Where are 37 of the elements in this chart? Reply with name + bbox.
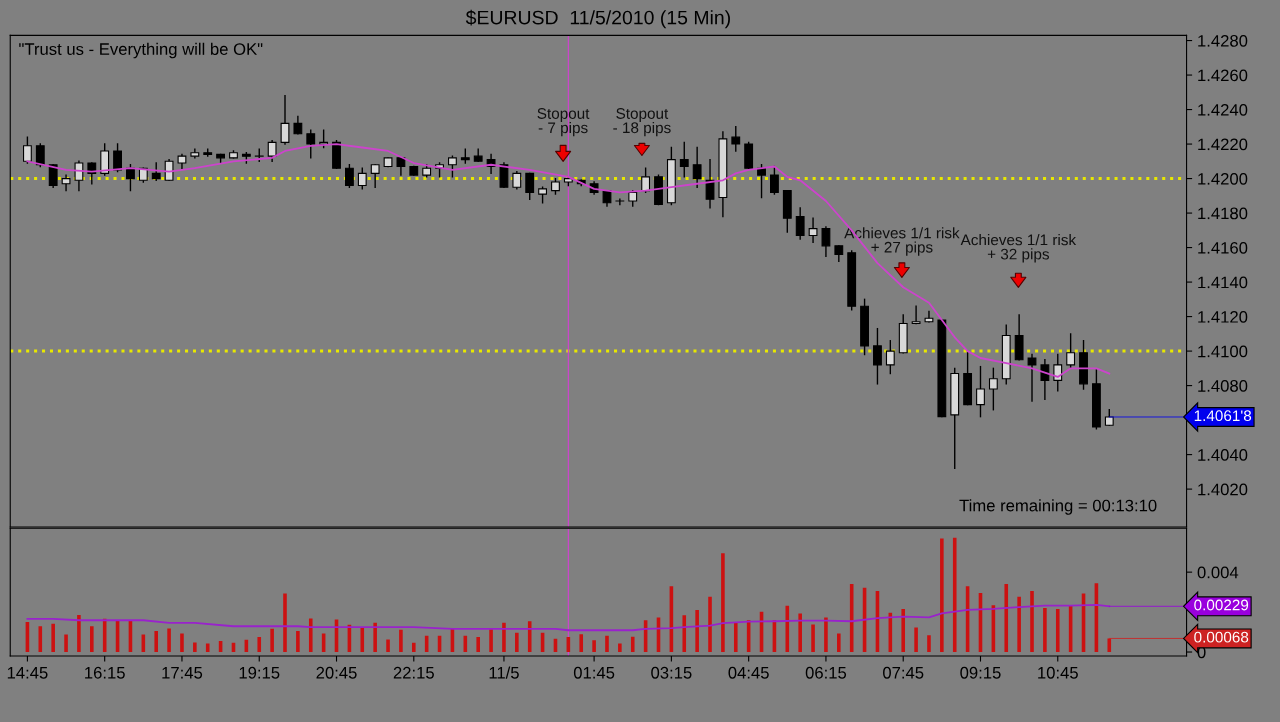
y-tick-label: 1.4120	[1198, 310, 1248, 323]
y-tick-label: 1.4280	[1198, 34, 1248, 47]
chart-title: $EURUSD 11/5/2010 (15 Min)	[465, 9, 730, 29]
annotation: 0.00229	[1194, 599, 1249, 611]
y-tick-label: 1.4140	[1198, 276, 1248, 289]
x-tick-label: 11/5	[489, 666, 519, 679]
y-tick-label: 1.4180	[1198, 207, 1248, 220]
annotation: Achieves 1/1 risk + 32 pips	[960, 234, 1077, 263]
annotation: 0.00068	[1194, 631, 1249, 643]
y-tick-label: 1.4160	[1198, 241, 1248, 254]
x-tick-label: 06:15	[805, 666, 847, 679]
annotation: Stopout - 18 pips	[613, 108, 671, 137]
x-tick-label: 22:15	[393, 666, 434, 679]
y-tick-label: 1.4020	[1198, 483, 1248, 496]
x-tick-label: 14:45	[7, 667, 48, 679]
x-tick-label: 03:15	[651, 666, 692, 679]
y-tick-label: 1.4080	[1198, 379, 1248, 392]
y-tick-label: 1.4240	[1198, 103, 1248, 116]
x-tick-label: 20:45	[316, 666, 357, 679]
annotation: 1.4061'8	[1194, 410, 1252, 422]
y-tick-label: 0	[1197, 646, 1206, 659]
y-tick-label: 1.4100	[1198, 345, 1248, 358]
x-tick-label: 17:45	[162, 667, 203, 679]
x-tick-label: 10:45	[1038, 666, 1078, 679]
x-tick-label: 07:45	[883, 666, 924, 679]
y-tick-label: 1.4220	[1198, 138, 1248, 151]
y-tick-label: 1.4200	[1198, 172, 1248, 185]
y-tick-label: 1.4260	[1198, 69, 1248, 82]
y-tick-label: 1.4040	[1198, 449, 1248, 461]
x-tick-label: 09:15	[960, 666, 1001, 679]
y-tick-label: 0.004	[1197, 566, 1239, 579]
annotation: Time remaining = 00:13:10	[959, 499, 1157, 515]
x-tick-label: 19:15	[239, 666, 280, 679]
annotation: "Trust us - Everything will be OK"	[19, 42, 263, 59]
x-tick-label: 16:15	[85, 666, 125, 679]
x-tick-label: 04:45	[728, 666, 769, 679]
x-tick-label: 01:45	[573, 666, 615, 679]
